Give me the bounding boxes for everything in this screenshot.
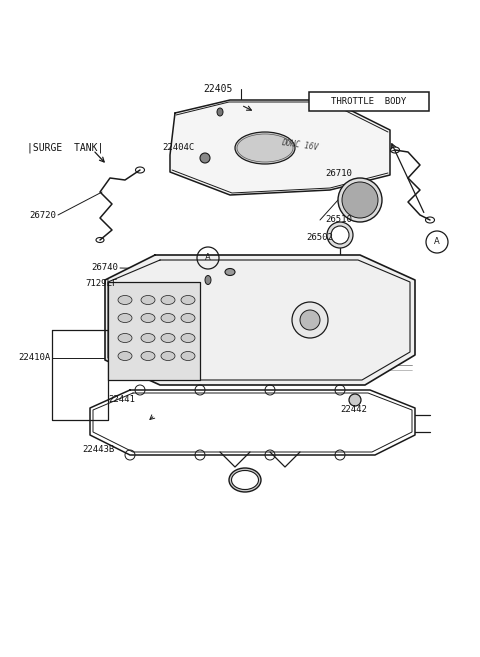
Circle shape xyxy=(327,222,353,248)
Text: 22442: 22442 xyxy=(340,405,367,415)
Polygon shape xyxy=(90,390,415,455)
Polygon shape xyxy=(105,255,415,385)
Ellipse shape xyxy=(141,296,155,304)
Ellipse shape xyxy=(229,468,261,492)
Text: A: A xyxy=(434,237,440,246)
Text: THROTTLE  BODY: THROTTLE BODY xyxy=(331,97,407,106)
Text: 26710: 26710 xyxy=(325,168,352,177)
Ellipse shape xyxy=(141,334,155,342)
Ellipse shape xyxy=(231,470,259,489)
Polygon shape xyxy=(108,282,200,380)
Ellipse shape xyxy=(118,296,132,304)
Circle shape xyxy=(200,153,210,163)
Circle shape xyxy=(300,310,320,330)
Text: 22405: 22405 xyxy=(204,84,233,94)
Text: 22410A: 22410A xyxy=(18,353,50,363)
Ellipse shape xyxy=(181,351,195,361)
Text: 22441: 22441 xyxy=(108,396,135,405)
Ellipse shape xyxy=(181,313,195,323)
Text: 22404C: 22404C xyxy=(162,143,194,152)
Ellipse shape xyxy=(118,313,132,323)
Circle shape xyxy=(338,178,382,222)
Ellipse shape xyxy=(141,351,155,361)
Ellipse shape xyxy=(217,108,223,116)
Text: 26502: 26502 xyxy=(306,233,333,242)
Text: 26740: 26740 xyxy=(91,263,118,273)
Text: 22443B: 22443B xyxy=(82,445,114,455)
Text: A: A xyxy=(205,254,211,263)
Ellipse shape xyxy=(205,275,211,284)
Ellipse shape xyxy=(181,334,195,342)
Polygon shape xyxy=(170,100,390,195)
Text: 7129LF: 7129LF xyxy=(86,279,118,288)
Circle shape xyxy=(342,182,378,218)
Text: 26510: 26510 xyxy=(325,215,352,225)
Circle shape xyxy=(349,394,361,406)
Ellipse shape xyxy=(225,269,235,275)
FancyBboxPatch shape xyxy=(309,92,429,111)
Ellipse shape xyxy=(141,313,155,323)
Text: DOHC 16V: DOHC 16V xyxy=(281,138,319,152)
Ellipse shape xyxy=(181,296,195,304)
Text: |SURGE  TANK|: |SURGE TANK| xyxy=(27,143,103,153)
Ellipse shape xyxy=(161,334,175,342)
Ellipse shape xyxy=(161,296,175,304)
Circle shape xyxy=(292,302,328,338)
Ellipse shape xyxy=(118,351,132,361)
Ellipse shape xyxy=(161,351,175,361)
Ellipse shape xyxy=(235,132,295,164)
Ellipse shape xyxy=(161,313,175,323)
Text: 26720: 26720 xyxy=(29,210,56,219)
Ellipse shape xyxy=(118,334,132,342)
Circle shape xyxy=(331,226,349,244)
